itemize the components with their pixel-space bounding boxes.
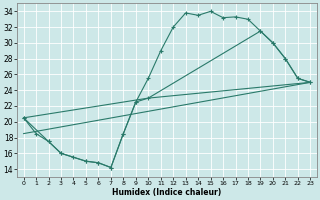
- X-axis label: Humidex (Indice chaleur): Humidex (Indice chaleur): [112, 188, 221, 197]
